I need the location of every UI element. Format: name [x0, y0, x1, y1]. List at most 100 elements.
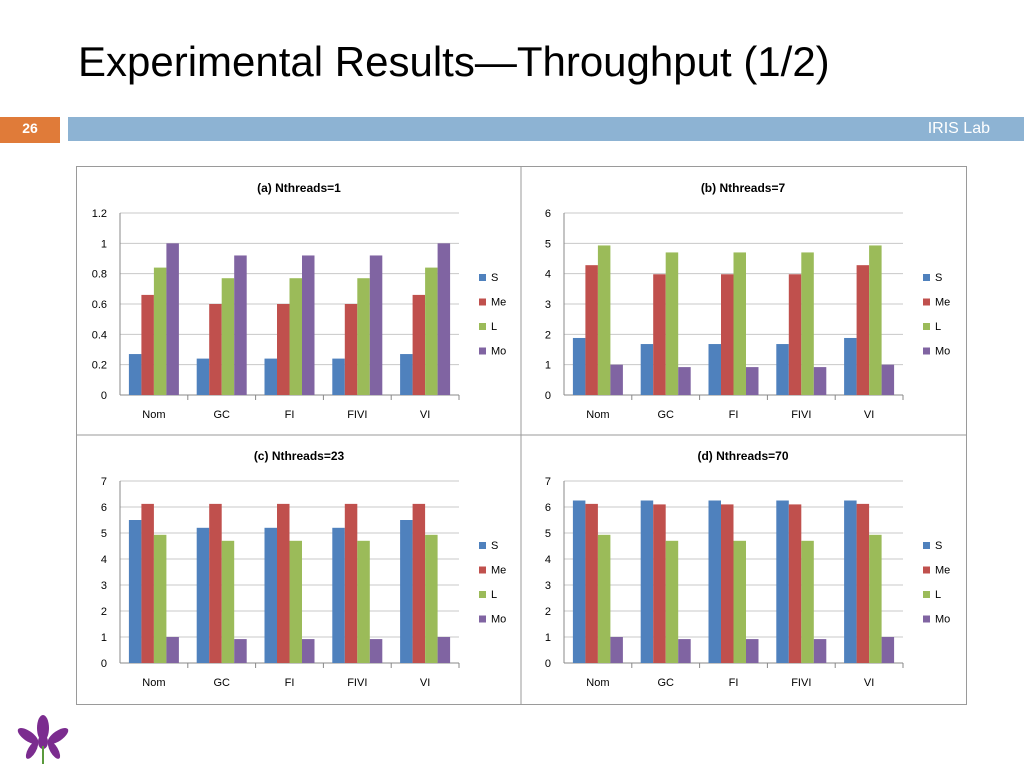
- y-tick-label: 3: [545, 299, 551, 311]
- x-tick-label: VI: [864, 409, 874, 421]
- y-tick-label: 2: [101, 606, 107, 618]
- x-tick-label: GC: [213, 409, 230, 421]
- bar-l-nom: [153, 534, 167, 663]
- bar-mo-nom: [610, 364, 623, 395]
- header-band: [68, 117, 1024, 141]
- bar-l-fivi: [357, 540, 370, 663]
- bar-me-fivi: [344, 304, 358, 395]
- y-tick-label: 2: [545, 329, 551, 341]
- x-tick-label: GC: [213, 677, 230, 689]
- bar-l-gc: [665, 540, 679, 663]
- bar-s-vi: [400, 354, 413, 395]
- x-tick-label: VI: [864, 677, 874, 689]
- bar-l-vi: [869, 245, 882, 395]
- bar-mo-fi: [302, 639, 315, 663]
- chart-title: (c) Nthreads=23: [254, 449, 345, 463]
- y-tick-label: 3: [101, 580, 107, 592]
- x-tick-label: FIVI: [347, 677, 367, 689]
- bar-me-nom: [585, 265, 598, 395]
- slide-title: Experimental Results—Throughput (1/2): [78, 38, 830, 85]
- bar-s-fi: [708, 344, 721, 395]
- bar-mo-nom: [610, 637, 623, 663]
- x-tick-label: Nom: [142, 409, 165, 421]
- bar-me-vi: [856, 503, 870, 663]
- bar-me-fi: [721, 504, 734, 663]
- legend-swatch-l: [923, 591, 930, 598]
- bar-l-nom: [597, 534, 611, 663]
- legend-label-l: L: [491, 589, 497, 601]
- bar-s-vi: [844, 500, 857, 663]
- bar-s-nom: [572, 337, 586, 395]
- bar-s-fivi: [776, 500, 789, 663]
- page-number-badge: 26: [0, 117, 60, 143]
- bar-me-fivi: [344, 503, 358, 663]
- chart-b: (b) Nthreads=7 0 1 2 3 4 5 6 Nom GC FI FIVI VI S Me L Mo: [545, 181, 950, 421]
- y-tick-label: 6: [101, 502, 107, 514]
- bar-s-fi: [264, 527, 277, 663]
- bar-s-nom: [128, 354, 142, 395]
- y-tick-label: 6: [545, 208, 551, 220]
- y-tick-label: 1: [545, 360, 551, 372]
- x-tick-label: FI: [729, 677, 739, 689]
- chart-d: (d) Nthreads=70 0 1 2 3 4 5 6 7 Nom GC FI FIVI VI S Me L…: [545, 449, 950, 689]
- bar-s-nom: [128, 520, 142, 663]
- iris-flower-logo-icon: [17, 715, 69, 764]
- y-tick-label: 5: [545, 528, 551, 540]
- legend-label-mo: Mo: [935, 346, 950, 358]
- legend-swatch-s: [923, 542, 930, 549]
- y-tick-label: 2: [545, 606, 551, 618]
- x-tick-label: FI: [285, 677, 295, 689]
- bar-mo-vi: [881, 364, 895, 395]
- bar-l-nom: [153, 267, 167, 395]
- legend-swatch-mo: [923, 615, 930, 623]
- legend-swatch-me: [923, 566, 930, 574]
- bar-me-fivi: [788, 504, 802, 663]
- y-tick-label: 1: [545, 632, 551, 644]
- bar-me-gc: [209, 304, 222, 395]
- bar-l-fi: [289, 278, 302, 395]
- legend-label-me: Me: [935, 565, 950, 577]
- y-tick-label: 0: [545, 390, 551, 402]
- bar-me-fi: [277, 503, 290, 663]
- bar-me-nom: [585, 503, 598, 663]
- legend-swatch-s: [479, 274, 486, 281]
- x-tick-label: Nom: [586, 677, 609, 689]
- bar-s-nom: [572, 500, 586, 663]
- bar-mo-fi: [746, 367, 759, 395]
- y-tick-label: 0: [101, 658, 107, 670]
- x-tick-label: FIVI: [347, 409, 367, 421]
- bar-s-fi: [264, 358, 277, 395]
- bar-me-vi: [412, 294, 426, 395]
- bar-me-fi: [277, 304, 290, 395]
- legend-swatch-me: [479, 566, 486, 574]
- legend-swatch-l: [923, 323, 930, 330]
- y-tick-label: 1: [101, 632, 107, 644]
- bar-me-vi: [412, 503, 426, 663]
- bar-l-fivi: [357, 278, 370, 395]
- bar-l-fivi: [801, 252, 814, 395]
- bar-s-vi: [400, 520, 413, 663]
- bar-mo-gc: [678, 367, 691, 395]
- bar-l-gc: [221, 278, 235, 395]
- bar-s-gc: [196, 358, 210, 395]
- chart-title: (d) Nthreads=70: [697, 449, 788, 463]
- x-tick-label: FI: [285, 409, 295, 421]
- y-tick-label: 7: [101, 476, 107, 488]
- legend-label-mo: Mo: [935, 614, 950, 626]
- y-tick-label: 4: [545, 554, 551, 566]
- y-tick-label: 6: [545, 502, 551, 514]
- bar-l-fi: [733, 252, 746, 395]
- legend-swatch-me: [479, 298, 486, 306]
- bar-mo-fivi: [813, 639, 827, 663]
- bar-s-gc: [196, 527, 210, 663]
- bar-mo-gc: [234, 639, 247, 663]
- bar-me-vi: [856, 265, 870, 395]
- legend-swatch-mo: [923, 347, 930, 355]
- y-tick-label: 0: [545, 658, 551, 670]
- x-tick-label: FI: [729, 409, 739, 421]
- bar-mo-fivi: [813, 367, 827, 395]
- x-tick-label: VI: [420, 409, 430, 421]
- x-tick-label: Nom: [586, 409, 609, 421]
- bar-l-gc: [665, 252, 679, 395]
- legend-swatch-s: [923, 274, 930, 281]
